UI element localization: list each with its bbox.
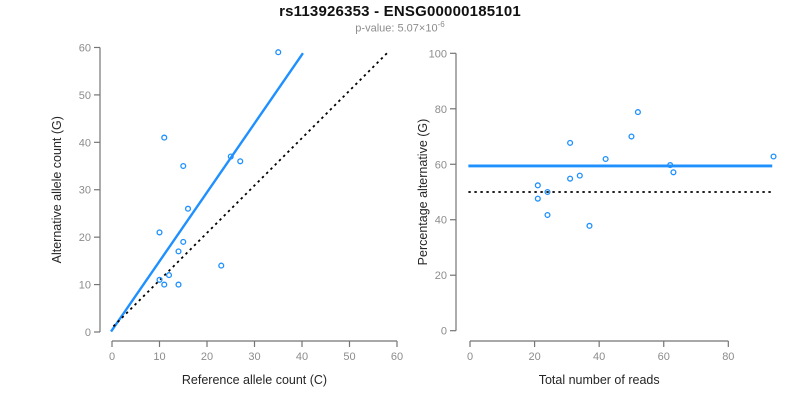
data-point (534, 182, 541, 189)
y-tick-label: 10 (79, 280, 91, 292)
fit-line (110, 52, 304, 333)
y-tick-label: 80 (435, 104, 447, 116)
data-point (165, 272, 173, 279)
y-tick-label: 0 (85, 327, 91, 339)
data-point (180, 238, 187, 245)
identity-line (112, 52, 388, 327)
data-point (770, 153, 777, 160)
data-point (667, 162, 674, 169)
percentage-alternative-plot: 0 20 40 60 80 100 0 20 40 60 80 Total number of rea… (416, 48, 777, 387)
data-point (180, 162, 187, 170)
x-tick-label: 50 (343, 351, 355, 363)
data-point (156, 276, 163, 283)
y-axis-title: Percentage alternative (G) (416, 119, 430, 266)
y-tick-label: 60 (79, 42, 91, 54)
chart-subtitle: p-value: 5.07×10-6 (0, 20, 800, 35)
y-tick-label: 30 (79, 185, 91, 197)
data-point (237, 158, 244, 165)
data-point (534, 195, 541, 202)
data-point (670, 169, 677, 176)
y-tick-label: 50 (79, 90, 91, 102)
data-point (576, 172, 583, 179)
x-tick-label: 0 (109, 351, 115, 363)
y-tick-label: 100 (429, 48, 447, 60)
data-point (602, 155, 609, 163)
x-axis-title: Total number of reads (539, 373, 660, 387)
data-point (634, 109, 641, 116)
p-value-exponent: -6 (437, 20, 445, 29)
y-tick-label: 60 (435, 159, 447, 171)
data-point (586, 222, 593, 229)
y-tick-label: 0 (441, 326, 447, 338)
data-point (227, 153, 234, 160)
x-tick-label: 60 (658, 351, 670, 363)
x-tick-label: 20 (528, 351, 540, 363)
p-value-text: p-value: 5.07×10 (355, 22, 438, 35)
x-tick-label: 40 (593, 351, 605, 363)
x-tick-label: 60 (391, 351, 403, 363)
data-point (161, 281, 168, 288)
y-tick-label: 40 (435, 215, 447, 227)
data-point (218, 262, 225, 269)
data-point (628, 133, 635, 140)
y-tick-label: 40 (79, 137, 91, 149)
data-point (175, 281, 182, 288)
x-tick-label: 30 (248, 351, 260, 363)
data-point (175, 248, 182, 255)
data-point (544, 188, 551, 196)
data-point (544, 211, 551, 219)
chart-title: rs113926353 - ENSG00000185101 (279, 3, 521, 20)
allele-counts-plot: 0 10 20 30 40 50 60 0 10 20 30 40 50 60 Reference alle… (50, 42, 403, 387)
x-tick-label: 10 (153, 351, 165, 363)
data-point (275, 49, 282, 56)
data-point (184, 205, 192, 212)
x-tick-label: 80 (722, 351, 734, 363)
y-axis-title: Alternative allele count (G) (50, 116, 64, 263)
x-tick-label: 0 (467, 351, 473, 363)
data-point (161, 134, 168, 141)
y-tick-label: 20 (79, 232, 91, 244)
data-point (156, 229, 163, 236)
data-point (567, 175, 574, 182)
y-tick-label: 20 (435, 270, 447, 282)
x-tick-label: 40 (296, 351, 308, 363)
x-axis-title: Reference allele count (C) (182, 373, 327, 387)
x-tick-label: 20 (201, 351, 213, 363)
data-point (567, 139, 574, 146)
